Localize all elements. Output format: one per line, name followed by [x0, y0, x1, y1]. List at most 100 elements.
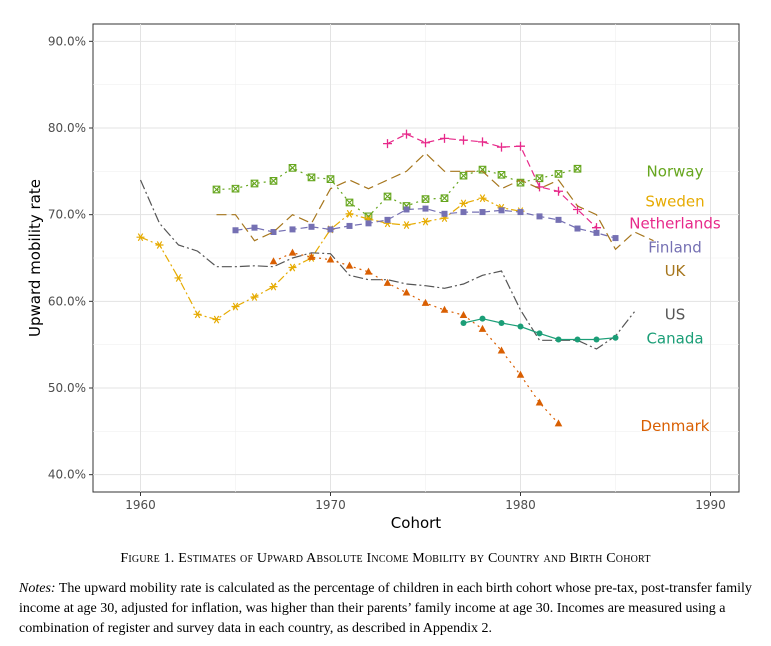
y-tick-label: 40.0%	[48, 468, 86, 482]
sweden-point	[193, 310, 202, 319]
norway-point	[554, 170, 563, 178]
label-norway: Norway	[647, 162, 704, 180]
finland-point	[441, 210, 448, 217]
label-sweden: Sweden	[645, 193, 704, 211]
netherlands-line	[387, 133, 597, 229]
uk-line	[216, 152, 654, 251]
norway-point	[269, 177, 278, 185]
norway-point	[212, 185, 221, 194]
x-tick-label: 1970	[315, 498, 346, 512]
netherlands-point	[440, 133, 449, 143]
sweden-point	[402, 221, 411, 229]
norway-point	[459, 171, 468, 180]
sweden-point	[250, 293, 259, 301]
sweden-point	[269, 282, 278, 291]
y-tick-label: 70.0%	[48, 208, 86, 222]
canada-point	[536, 330, 543, 337]
label-us: US	[665, 305, 686, 323]
canada-point	[612, 334, 619, 341]
series-denmark	[269, 248, 563, 427]
denmark-point	[516, 370, 525, 378]
sweden-point	[421, 217, 430, 226]
denmark-point	[421, 298, 430, 306]
caption-title: Estimates of Upward Absolute Income Mobi…	[178, 551, 651, 566]
sweden-point	[478, 194, 487, 203]
norway-point	[288, 164, 297, 172]
label-netherlands: Netherlands	[629, 214, 721, 232]
denmark-point	[440, 305, 449, 313]
denmark-point	[554, 419, 563, 427]
netherlands-point	[402, 129, 411, 139]
finland-point	[251, 224, 258, 231]
denmark-point	[535, 398, 544, 406]
sweden-point	[155, 241, 164, 249]
caption-label: Figure 1.	[120, 551, 175, 566]
norway-point	[326, 175, 335, 183]
finland-point	[536, 213, 543, 220]
norway-point	[345, 198, 354, 207]
sweden-point	[212, 315, 221, 324]
finland-line	[235, 207, 616, 239]
x-tick-label: 1990	[695, 498, 726, 512]
axis-ticks: 1960 1970 1980 1990 40.0% 50.0% 60.0% 70.0% 80.0…	[48, 34, 726, 512]
series-uk	[216, 152, 654, 251]
netherlands-point	[383, 139, 392, 149]
canada-point	[593, 336, 600, 343]
finland-point	[232, 227, 239, 234]
sweden-point	[174, 274, 183, 282]
canada-point	[574, 336, 581, 343]
finland-point	[384, 216, 391, 223]
series-labels: Norway Sweden Netherlands Finland UK US Canada…	[629, 162, 721, 435]
series-canada	[460, 315, 619, 343]
finland-point	[574, 225, 581, 232]
canada-point	[555, 336, 562, 343]
finland-point	[593, 229, 600, 236]
netherlands-point	[554, 186, 563, 196]
sweden-point	[459, 199, 468, 208]
denmark-point	[307, 252, 316, 260]
finland-point	[289, 226, 296, 233]
denmark-point	[288, 248, 297, 256]
y-tick-label: 60.0%	[48, 294, 86, 308]
x-tick-label: 1960	[125, 498, 156, 512]
finland-point	[517, 209, 524, 216]
label-uk: UK	[665, 262, 687, 280]
canada-point	[517, 323, 524, 330]
sweden-point	[231, 302, 240, 311]
netherlands-point	[421, 138, 430, 148]
sweden-point	[136, 233, 145, 242]
netherlands-point	[478, 137, 487, 147]
denmark-point	[364, 267, 373, 275]
netherlands-point	[516, 141, 525, 151]
series-layer	[136, 129, 654, 427]
denmark-point	[459, 311, 468, 318]
finland-point	[308, 223, 315, 230]
norway-point	[573, 164, 582, 173]
label-canada: Canada	[646, 330, 703, 348]
series-us	[139, 179, 635, 350]
finland-point	[403, 206, 410, 213]
x-tick-label: 1980	[505, 498, 536, 512]
norway-point	[440, 194, 449, 203]
finland-point	[479, 209, 486, 216]
finland-point	[365, 220, 372, 227]
label-finland: Finland	[648, 239, 702, 257]
finland-point	[555, 216, 562, 223]
notes-label: Notes:	[19, 581, 56, 596]
mobility-chart: 1960 1970 1980 1990 40.0% 50.0% 60.0% 70.0% 80.0…	[26, 23, 740, 532]
norway-point	[421, 195, 430, 203]
netherlands-point	[497, 142, 506, 152]
finland-point	[498, 207, 505, 214]
finland-point	[460, 209, 467, 216]
denmark-point	[383, 278, 392, 286]
sweden-point	[288, 263, 297, 272]
denmark-point	[478, 324, 487, 332]
x-axis-title: Cohort	[391, 514, 442, 532]
denmark-point	[345, 261, 354, 269]
figure-notes: Notes: The upward mobility rate is calcu…	[19, 579, 759, 639]
y-axis-title: Upward mobility rate	[26, 179, 44, 337]
norway-point	[383, 192, 392, 201]
finland-point	[612, 235, 619, 242]
canada-point	[498, 320, 505, 326]
finland-point	[327, 226, 334, 233]
